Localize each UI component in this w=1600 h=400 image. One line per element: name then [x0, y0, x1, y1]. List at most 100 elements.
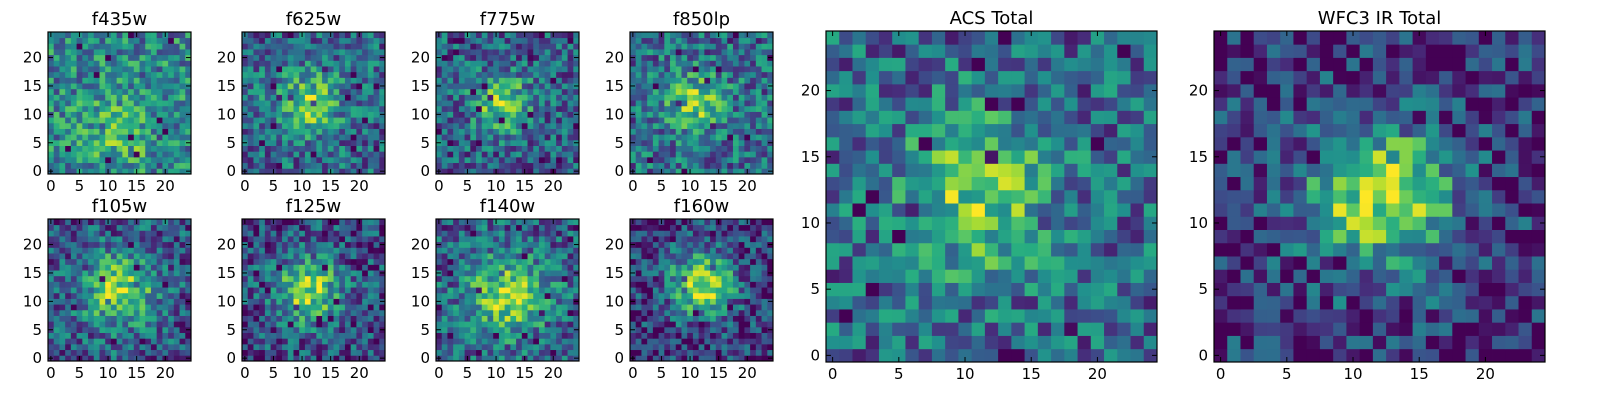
heatmap-cell: [516, 343, 523, 351]
heatmap-cell: [436, 117, 443, 124]
heatmap-cell: [156, 287, 163, 294]
heatmap-cell: [544, 230, 551, 237]
heatmap-cell: [750, 151, 757, 158]
heatmap-cell: [692, 54, 700, 61]
heatmap-cell: [133, 134, 140, 141]
heatmap-cell: [516, 309, 523, 316]
heatmap-cell: [738, 281, 745, 288]
heatmap-cell: [93, 145, 100, 152]
heatmap-cell: [538, 100, 546, 107]
heatmap-cell: [88, 298, 95, 305]
heatmap-cell: [550, 343, 557, 351]
heatmap-cell: [641, 94, 648, 101]
heatmap-cell: [287, 264, 294, 271]
heatmap-cell: [727, 54, 734, 61]
heatmap-cell: [670, 54, 677, 61]
heatmap-cell: [436, 338, 443, 345]
heatmap-cell: [185, 332, 192, 339]
heatmap-cell: [339, 134, 346, 141]
heatmap-cell: [339, 128, 346, 135]
heatmap-cell: [150, 281, 158, 288]
heatmap-cell: [647, 151, 654, 158]
y-tick-label: 0: [226, 349, 236, 367]
heatmap-cell: [316, 60, 323, 67]
heatmap-cell: [750, 105, 757, 112]
heatmap-cell: [761, 117, 768, 124]
x-tick-label: 15: [515, 177, 534, 195]
heatmap-cell: [533, 264, 540, 271]
heatmap-cell: [88, 54, 95, 61]
heatmap-cell: [65, 88, 72, 95]
heatmap-cell: [664, 309, 671, 316]
heatmap-cell: [744, 111, 751, 118]
heatmap-cell: [179, 134, 186, 141]
heatmap-cell: [373, 253, 380, 260]
heatmap-cell: [664, 71, 671, 78]
heatmap-cell: [761, 111, 768, 118]
heatmap-cell: [128, 304, 135, 311]
heatmap-cell: [299, 94, 306, 101]
heatmap-cell: [350, 37, 357, 44]
heatmap-cell: [145, 94, 152, 101]
heatmap-cell: [93, 134, 100, 141]
heatmap-cell: [53, 224, 60, 231]
heatmap-cell: [293, 77, 300, 84]
heatmap-cell: [162, 134, 169, 141]
heatmap-cell: [270, 258, 277, 265]
heatmap-cell: [65, 128, 72, 135]
heatmap-cell: [304, 139, 312, 146]
heatmap-cell: [310, 145, 317, 152]
heatmap-cell: [573, 145, 580, 152]
heatmap-cell: [276, 145, 283, 152]
heatmap-cell: [316, 275, 323, 282]
heatmap-cell: [453, 236, 460, 243]
heatmap-cell: [573, 37, 580, 44]
heatmap-cell: [670, 117, 677, 124]
heatmap-cell: [487, 315, 494, 322]
heatmap-cell: [481, 321, 488, 328]
heatmap-cell: [116, 43, 123, 50]
heatmap-cell: [110, 338, 118, 345]
heatmap-cell: [721, 292, 728, 299]
heatmap-cell: [698, 151, 705, 158]
heatmap-cell: [156, 43, 163, 50]
heatmap-cell: [270, 49, 277, 56]
heatmap-cell: [533, 230, 540, 237]
heatmap-cell: [533, 117, 540, 124]
heatmap-cell: [59, 128, 66, 135]
heatmap-cell: [293, 275, 300, 282]
heatmap-cell: [293, 355, 300, 362]
heatmap-cell: [48, 162, 55, 169]
heatmap-cell: [681, 343, 688, 351]
heatmap-cell: [162, 224, 169, 231]
heatmap-cell: [287, 326, 294, 333]
heatmap-cell: [179, 145, 186, 152]
heatmap-cell: [322, 338, 329, 345]
heatmap-cell: [670, 60, 677, 67]
heatmap-cell: [641, 332, 648, 339]
heatmap-cell: [133, 100, 140, 107]
heatmap-cell: [453, 37, 460, 44]
heatmap-cell: [710, 100, 717, 107]
heatmap-cell: [533, 253, 540, 260]
heatmap-cell: [350, 343, 357, 351]
heatmap-cell: [544, 37, 551, 44]
heatmap-cell: [458, 122, 465, 129]
heatmap-cell: [253, 247, 260, 254]
heatmap-cell: [367, 292, 374, 299]
heatmap-cell: [150, 117, 158, 124]
heatmap-cell: [82, 236, 89, 243]
heatmap-cell: [727, 355, 734, 362]
heatmap-cell: [687, 88, 694, 95]
heatmap-cell: [379, 349, 386, 356]
heatmap-cell: [767, 43, 774, 50]
heatmap-cell: [498, 54, 506, 61]
heatmap-cell: [82, 139, 89, 146]
heatmap-cell: [504, 77, 511, 84]
heatmap-cell: [675, 281, 682, 288]
heatmap-cell: [276, 315, 283, 322]
heatmap-cell: [544, 105, 551, 112]
heatmap-cell: [550, 236, 557, 243]
heatmap-cell: [356, 304, 363, 311]
heatmap-cell: [304, 111, 312, 118]
